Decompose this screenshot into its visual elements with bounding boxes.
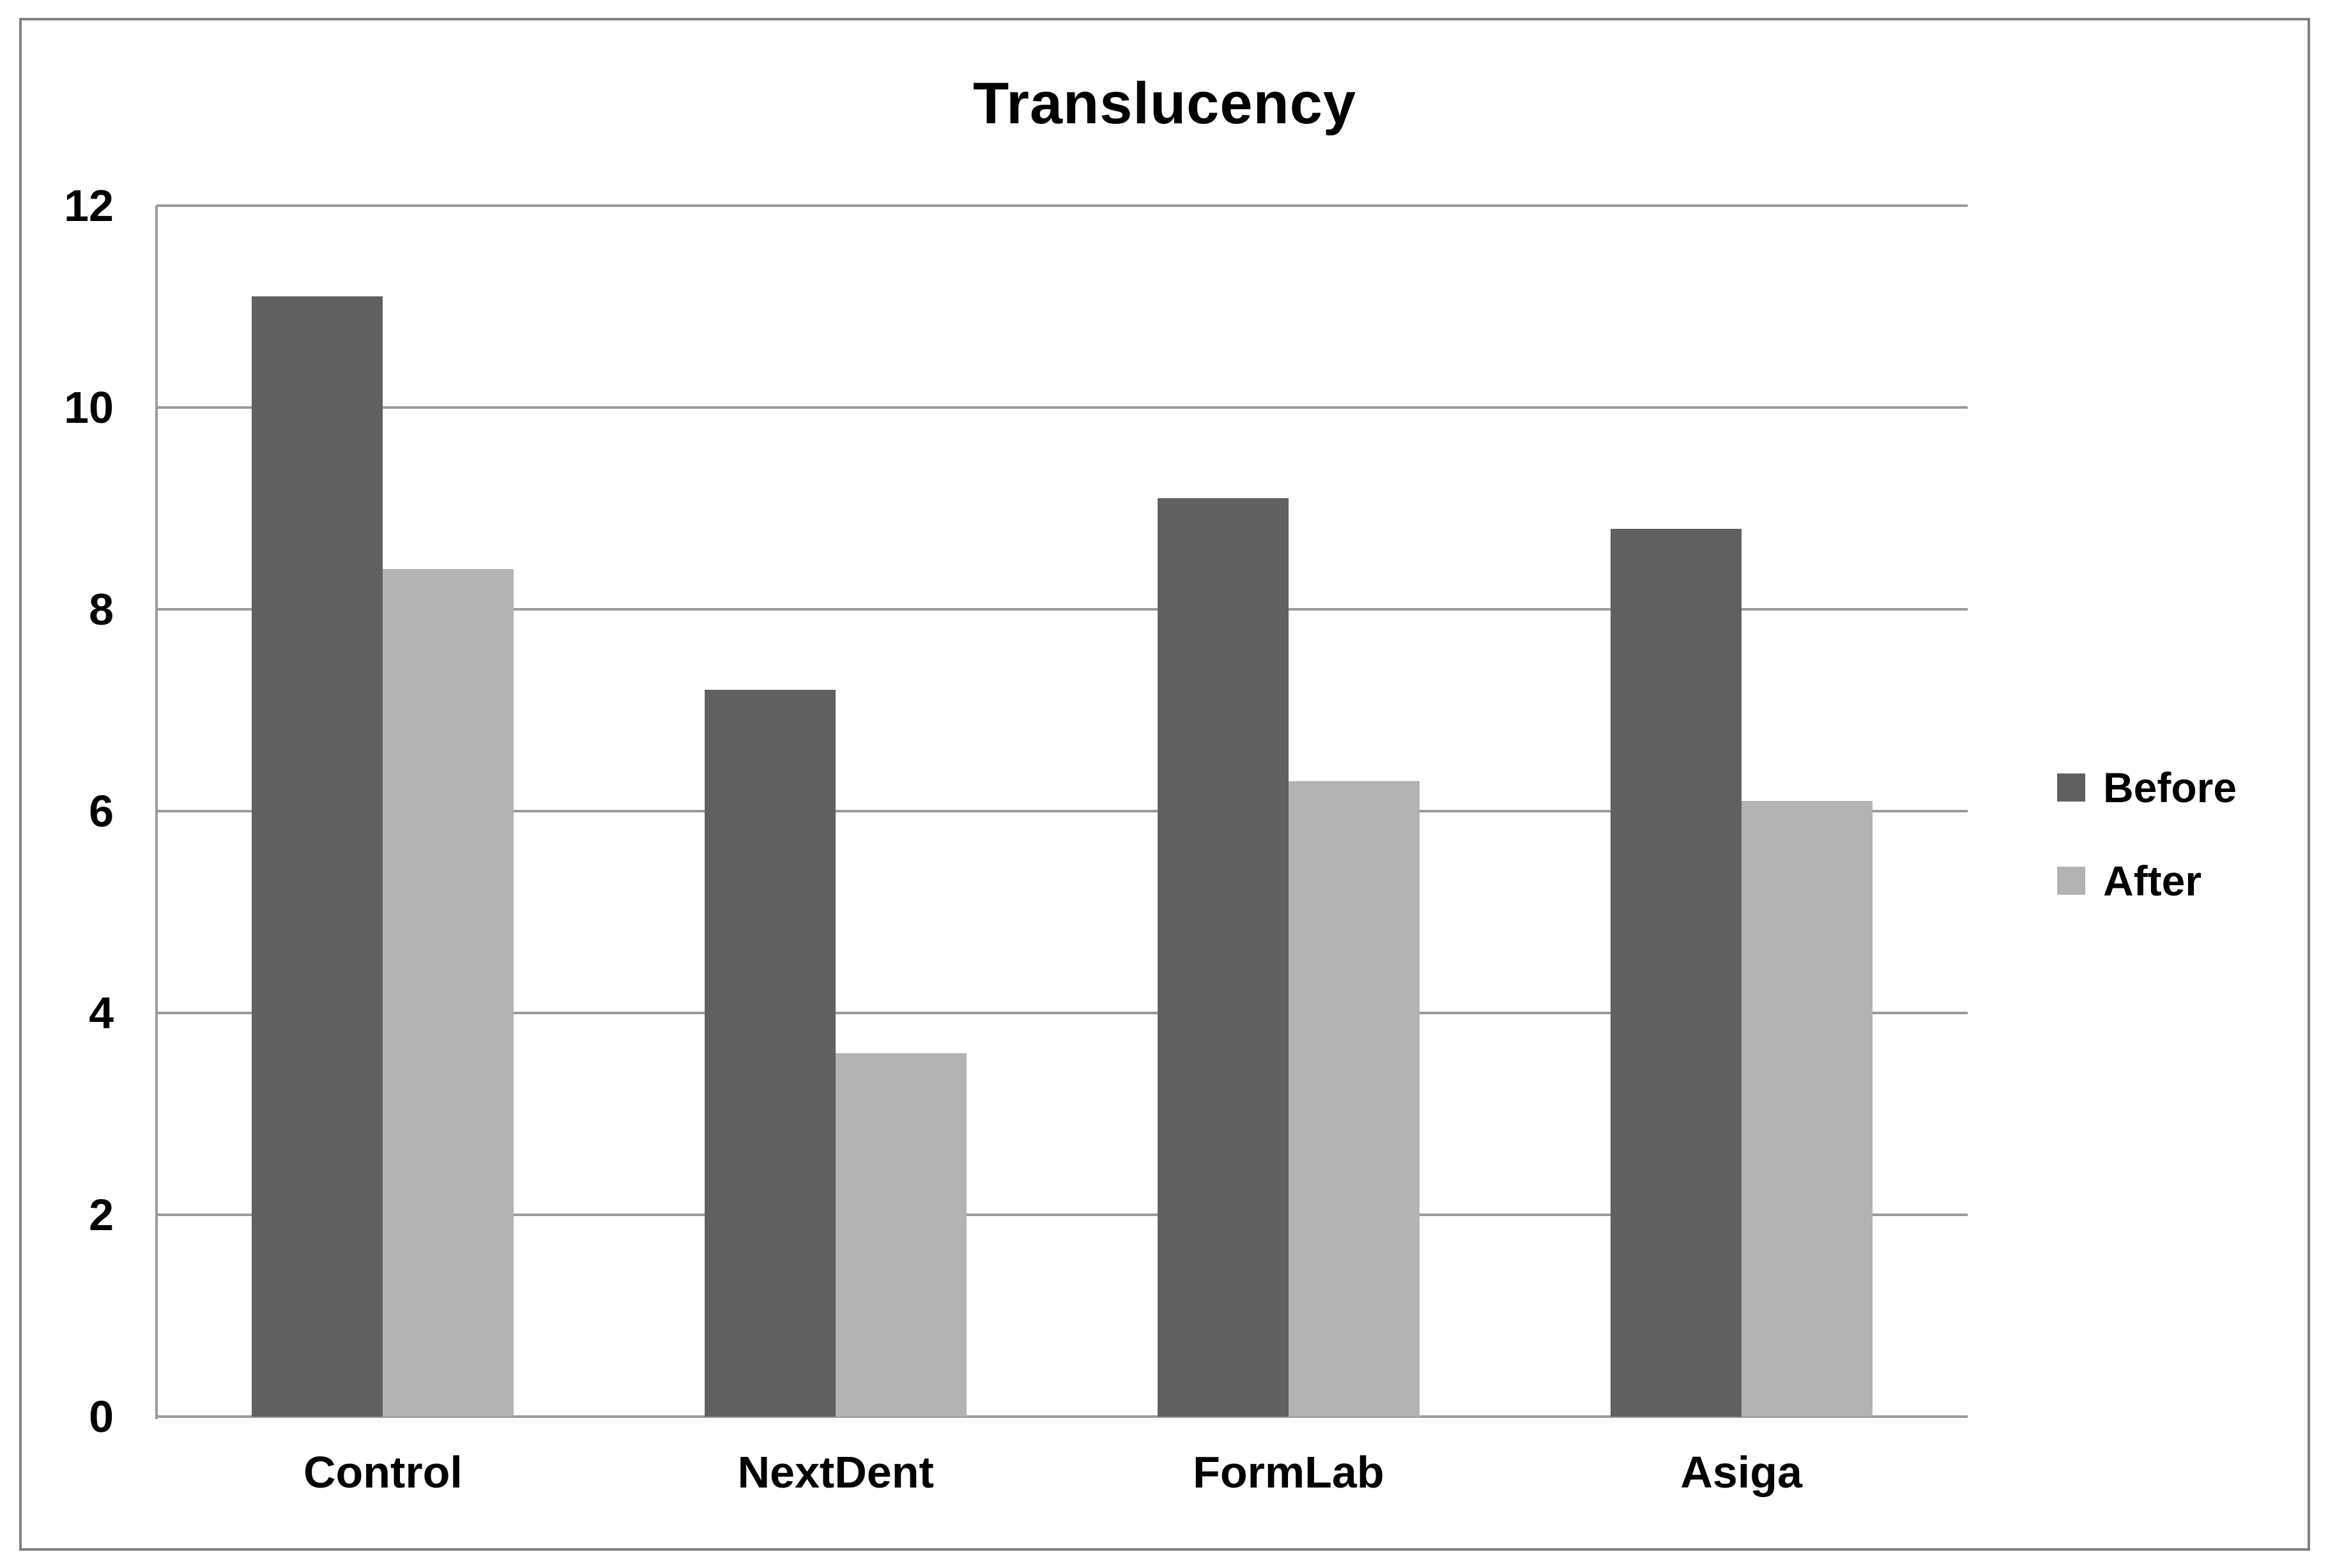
bar-before-asiga <box>1610 528 1742 1417</box>
gridline-0 <box>157 1415 1968 1418</box>
legend-swatch-before <box>2057 773 2085 802</box>
gridline-2 <box>157 1214 1968 1216</box>
gridline-10 <box>157 406 1968 409</box>
bar-before-formlab <box>1157 498 1289 1417</box>
y-tick-label-8: 8 <box>89 584 114 634</box>
gridline-4 <box>157 1012 1968 1014</box>
legend-swatch-after <box>2057 867 2085 895</box>
y-tick-label-4: 4 <box>89 988 114 1038</box>
x-axis-label-asiga: Asiga <box>1680 1447 1802 1497</box>
y-tick-label-6: 6 <box>89 786 114 836</box>
bar-after-control <box>383 568 514 1417</box>
legend-label-after: After <box>2103 857 2202 904</box>
x-axis-label-formlab: FormLab <box>1193 1447 1384 1497</box>
bar-after-asiga <box>1741 801 1872 1417</box>
y-tick-label-2: 2 <box>89 1190 114 1240</box>
y-tick-label-10: 10 <box>64 383 114 432</box>
y-tick-label-12: 12 <box>64 181 114 231</box>
x-axis-label-control: Control <box>303 1447 463 1497</box>
gridline-8 <box>157 608 1968 611</box>
bar-after-formlab <box>1288 780 1420 1417</box>
bar-before-control <box>252 296 383 1417</box>
chart-border-frame <box>19 18 2310 1551</box>
bar-after-nextdent <box>836 1053 967 1417</box>
gridline-6 <box>157 810 1968 812</box>
x-axis-label-nextdent: NextDent <box>737 1447 934 1497</box>
chart-title: Translucency <box>972 71 1357 136</box>
plot-area <box>155 204 1968 1419</box>
bar-before-nextdent <box>705 690 836 1417</box>
y-axis-line <box>155 206 158 1419</box>
legend-label-before: Before <box>2103 764 2237 811</box>
gridline-12 <box>157 204 1968 207</box>
y-tick-label-0: 0 <box>89 1392 114 1442</box>
